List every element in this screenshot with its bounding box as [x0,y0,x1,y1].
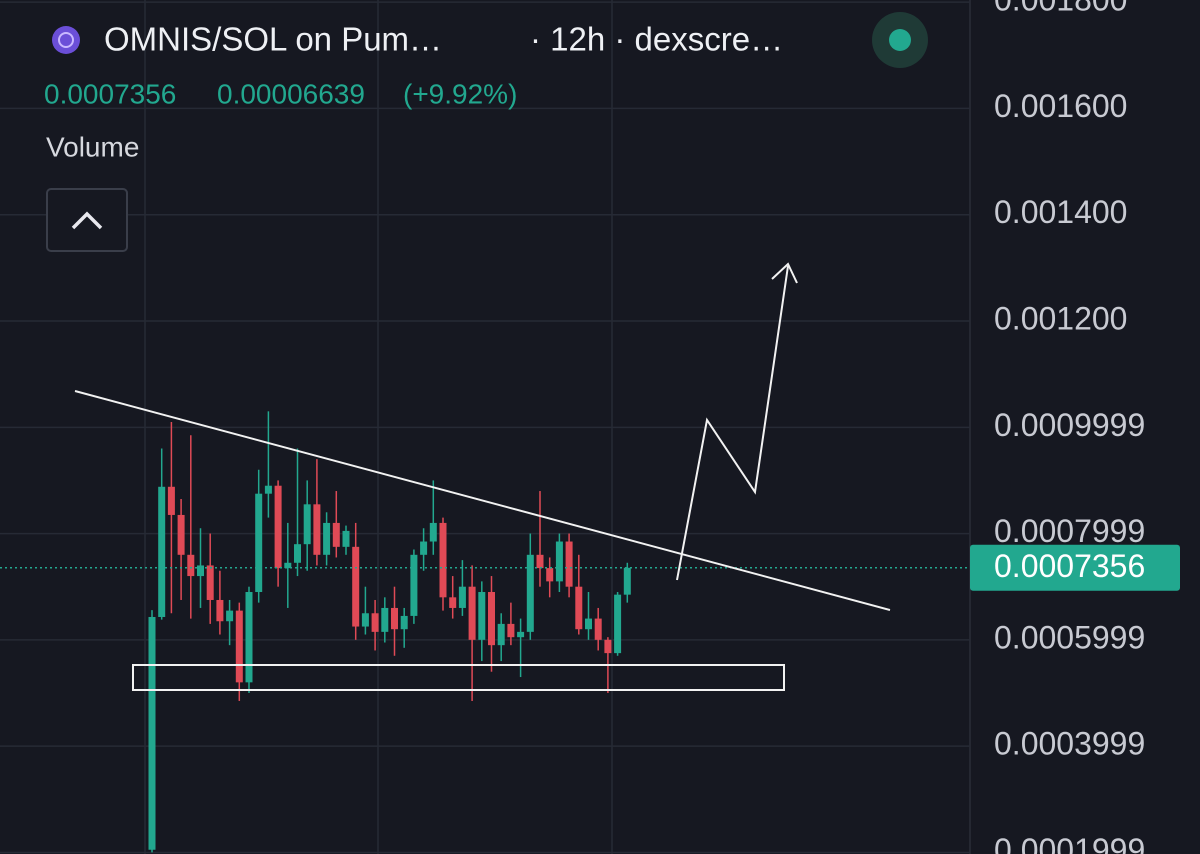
y-tick-label: 0.0005999 [994,619,1145,655]
candle-body [391,607,398,630]
candle-body [323,522,331,555]
candle-body [439,522,447,598]
candle-body [342,530,350,547]
drawings [74,262,891,691]
candle-body [614,594,622,654]
y-axis: 0.001800 0.001600 0.001400 0.001200 0.000999… [970,0,1180,854]
change: 0.00006639 [217,78,365,109]
arrow-head [771,262,798,284]
candle-body [458,586,466,608]
candle-body [187,554,195,577]
pair-meta: · 12h · dexscre… [530,21,783,58]
candles [0,411,970,853]
arrow-path [676,265,789,581]
candle-body [468,586,476,640]
candle-body [284,562,292,569]
candle-body [294,544,301,563]
candle-body [216,599,224,622]
candle-body [410,554,418,616]
candle-body [594,618,602,640]
candle-body [604,639,612,654]
change-pct: (+9.92%) [403,78,517,109]
token-icon-inner [58,32,74,48]
candle-body [381,607,389,632]
candle-body [517,631,525,638]
candle-body [546,568,554,582]
candle-body [264,485,272,494]
trendline [74,390,891,611]
candle-body [255,493,263,593]
candle-body [623,567,631,595]
candle-body [555,541,563,582]
candle-body [400,615,408,630]
y-tick-label: 0.001600 [994,88,1127,124]
candle-body [332,522,340,547]
candle-body [313,504,321,555]
candle-body [497,623,505,646]
candle-body [148,616,156,850]
candle-body [361,613,369,627]
candle-body [585,618,592,630]
y-tick-label: 0.0007999 [994,513,1145,549]
candle-body [420,541,428,555]
candle-body [565,541,573,587]
grid [0,0,971,854]
candle-body [429,522,437,542]
candle-body [488,592,495,646]
y-tick-label: 0.0001999 [994,832,1145,854]
candle-body [206,565,214,600]
candle-body [235,610,243,683]
candle-body [352,546,360,627]
candle-body [197,565,204,577]
candle-body [158,486,166,617]
price: 0.0007356 [44,78,176,109]
candle-body [303,504,311,545]
candle-body [575,586,583,630]
candle-body [449,597,457,608]
y-tick-label: 0.0009999 [994,407,1145,443]
collapse-button[interactable] [46,188,128,252]
chevron [71,211,103,230]
indicator: Volume [46,131,139,162]
candle-body [507,623,515,638]
last-price-label: 0.0007356 [994,548,1145,584]
candle-body [371,613,379,632]
y-tick-label: 0.001400 [994,194,1127,230]
candle-body [478,592,486,640]
candle-body [245,592,253,683]
status-dot [889,29,911,51]
candle-body [274,485,282,569]
candle-body [167,486,175,515]
candle-body [526,554,534,632]
support-box [132,664,785,691]
last-price-tag [970,544,1180,591]
candle-body [177,514,185,555]
candle-body [226,610,234,622]
pair-title: OMNIS/SOL on Pum… [104,21,442,58]
candle-body [536,554,544,569]
token-icon [52,26,80,54]
y-tick-label: 0.0003999 [994,726,1145,762]
y-tick-label: 0.001200 [994,300,1127,336]
y-tick-label: 0.001800 [994,0,1127,18]
